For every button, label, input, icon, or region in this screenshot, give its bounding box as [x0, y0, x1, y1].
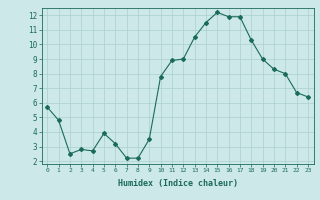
X-axis label: Humidex (Indice chaleur): Humidex (Indice chaleur) [118, 179, 237, 188]
